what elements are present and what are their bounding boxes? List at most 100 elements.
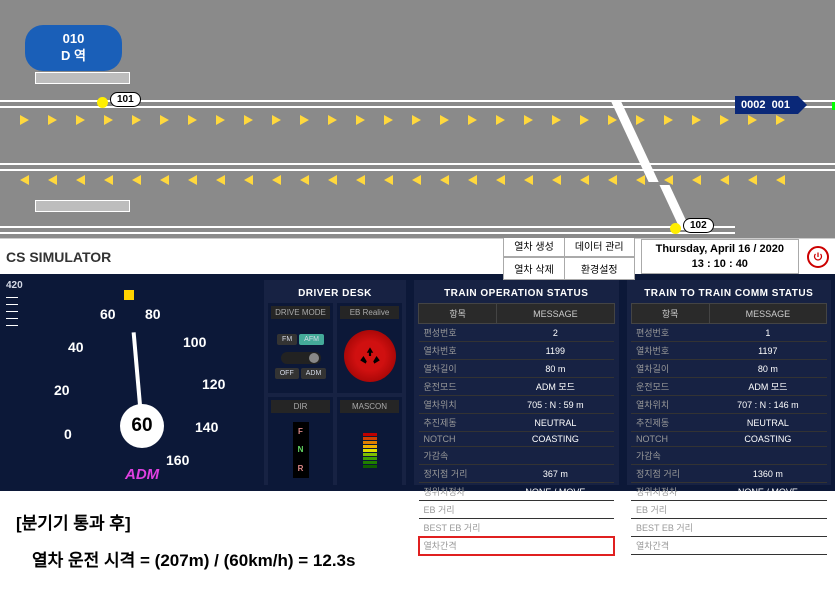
table-row: 편성번호1 <box>631 324 827 342</box>
row-value: 1 <box>709 324 826 342</box>
row-value: 125 m <box>709 519 826 537</box>
table-row: 가감속 <box>419 447 615 465</box>
dashboard-panel: 420 60 40 20 0 80 100 120 140 160 60 ADM… <box>0 274 835 491</box>
signal-light <box>97 97 108 108</box>
table-row: NOTCHCOASTING <box>631 432 827 447</box>
table-row: 열차길이80 m <box>419 360 615 378</box>
simulator-title: CS SIMULATOR <box>6 249 504 265</box>
comm-table: 항목MESSAGE 편성번호1열차번호1197열차길이80 m운전모드ADM 모… <box>631 303 828 555</box>
row-label: 편성번호 <box>419 324 497 342</box>
row-label: 열차위치 <box>631 396 709 414</box>
power-button[interactable] <box>807 246 829 268</box>
gauge-tick: 80 <box>145 306 161 322</box>
drive-mode-label: DRIVE MODE <box>271 306 330 319</box>
time-text: 13 : 10 : 40 <box>656 257 784 271</box>
train-marker[interactable]: 0002 001 <box>735 96 798 114</box>
table-row: EB 거리162 m <box>419 501 615 519</box>
simulator-header: CS SIMULATOR 열차 생성 열차 삭제 데이터 관리 환경설정 Thu… <box>0 238 835 274</box>
signal-102-label: 102 <box>683 218 714 233</box>
row-label: 운전모드 <box>419 378 497 396</box>
table-row: 열차번호1199 <box>419 342 615 360</box>
table-row: 추진제동NEUTRAL <box>631 414 827 432</box>
gauge-tick: 160 <box>166 452 189 468</box>
row-value <box>709 537 826 555</box>
eb-button[interactable] <box>344 330 396 382</box>
direction-arrows-left <box>0 175 835 187</box>
row-label: 열차길이 <box>419 360 497 378</box>
dir-r: R <box>298 464 304 473</box>
table-row: 정지점 거리1360 m <box>631 465 827 483</box>
scale-max: 420 <box>6 280 23 291</box>
dir-f: F <box>298 427 303 436</box>
dir-n: N <box>298 445 304 454</box>
table-row: 열차번호1197 <box>631 342 827 360</box>
row-label: 열차길이 <box>631 360 709 378</box>
row-value: 2 <box>497 324 614 342</box>
dir-cell: DIR F N R <box>268 397 333 487</box>
track-line <box>0 226 735 228</box>
row-label: 열차번호 <box>631 342 709 360</box>
direction-lever[interactable]: F N R <box>293 422 309 478</box>
row-value: 80 m <box>709 360 826 378</box>
row-value: NONE / MOVE <box>709 483 826 501</box>
mode-off: OFF <box>275 368 299 379</box>
platform-top <box>35 72 130 84</box>
gauge-tick: 0 <box>64 426 72 442</box>
signal-101-label: 101 <box>110 92 141 107</box>
comm-col-msg: MESSAGE <box>709 304 826 324</box>
row-label: 정위치정차 <box>419 483 497 501</box>
table-row: 운전모드ADM 모드 <box>631 378 827 396</box>
dir-label: DIR <box>271 400 330 413</box>
table-row: 열차위치707 : N : 146 m <box>631 396 827 414</box>
ops-col-msg: MESSAGE <box>497 304 614 324</box>
table-row: 열차위치705 : N : 59 m <box>419 396 615 414</box>
row-value: NEUTRAL <box>497 414 614 432</box>
row-value <box>497 447 614 465</box>
row-label: 추진제동 <box>419 414 497 432</box>
row-value: ADM 모드 <box>497 378 614 396</box>
row-label: 열차간격 <box>631 537 709 555</box>
station-code: 010 <box>61 31 86 48</box>
track-line <box>0 169 835 171</box>
row-label: 가감속 <box>419 447 497 465</box>
delete-train-button[interactable]: 열차 삭제 <box>503 257 565 280</box>
gauge-speed: 60 <box>120 404 164 448</box>
mode-afm: AFM <box>299 334 324 345</box>
row-label: 정위치정차 <box>631 483 709 501</box>
datetime-display: Thursday, April 16 / 2020 13 : 10 : 40 <box>641 239 799 274</box>
ops-table: 항목MESSAGE 편성번호2열차번호1199열차길이80 m운전모드ADM 모… <box>418 303 615 555</box>
ops-title: TRAIN OPERATION STATUS <box>418 284 615 303</box>
row-value: COASTING <box>709 432 826 447</box>
table-row: 정지점 거리367 m <box>419 465 615 483</box>
track-diagram: 010 D 역 101 102 0002 001 <box>0 0 835 238</box>
row-label: 정지점 거리 <box>419 465 497 483</box>
row-label: 정지점 거리 <box>631 465 709 483</box>
row-label: NOTCH <box>419 432 497 447</box>
row-value: 1199 <box>497 342 614 360</box>
row-label: BEST EB 거리 <box>419 519 497 537</box>
table-row: 가감속 <box>631 447 827 465</box>
row-value: NEUTRAL <box>709 414 826 432</box>
row-value: 207 m <box>497 537 614 555</box>
speedometer-area: 420 60 40 20 0 80 100 120 140 160 60 ADM <box>0 274 260 491</box>
recycle-icon <box>357 343 383 369</box>
drive-mode-cell: DRIVE MODE FM AFM OFF ADM <box>268 303 333 393</box>
mascon-label: MASCON <box>340 400 399 413</box>
table-row: 정위치정차NONE / MOVE <box>419 483 615 501</box>
track-line <box>0 163 835 165</box>
table-row: 편성번호2 <box>419 324 615 342</box>
mascon-lever[interactable] <box>363 433 377 468</box>
row-label: 열차위치 <box>419 396 497 414</box>
row-value: NONE / MOVE <box>497 483 614 501</box>
row-label: 편성번호 <box>631 324 709 342</box>
train-id2: 001 <box>772 99 790 111</box>
table-row: 열차간격 <box>631 537 827 555</box>
row-value: 707 : N : 146 m <box>709 396 826 414</box>
direction-arrows-right <box>0 115 835 127</box>
env-settings-button[interactable]: 환경설정 <box>564 257 635 280</box>
station-name: D 역 <box>61 48 86 65</box>
table-row: NOTCHCOASTING <box>419 432 615 447</box>
drive-mode-toggle[interactable]: FM AFM OFF ADM <box>275 334 327 379</box>
gauge-tick: 20 <box>54 382 70 398</box>
station-badge: 010 D 역 <box>25 25 122 71</box>
